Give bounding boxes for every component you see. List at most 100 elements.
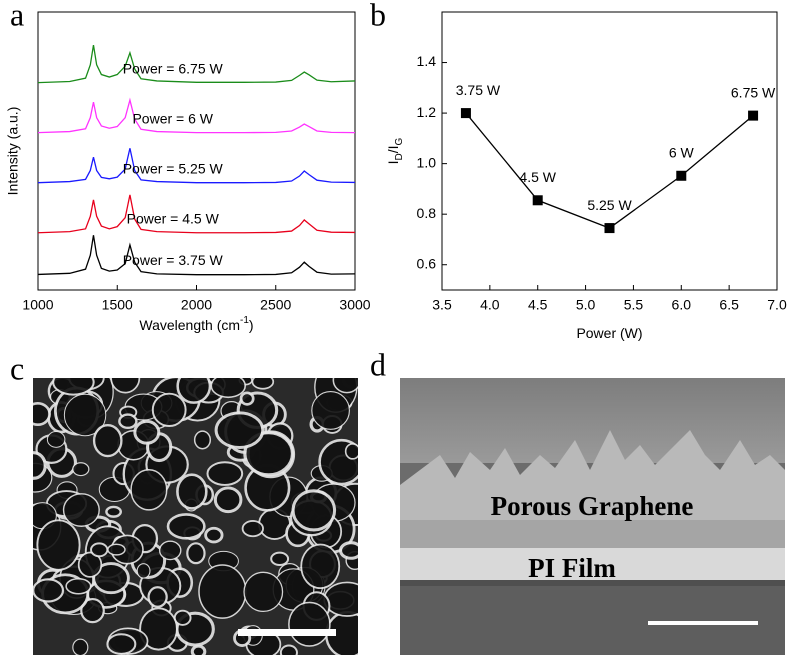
y-axis-label: Intensity (a.u.) (5, 107, 21, 196)
pore (107, 543, 126, 556)
x-tick-label: 5.5 (624, 297, 644, 313)
label-part: G (394, 137, 405, 145)
panel-label: a (10, 0, 24, 32)
pore (139, 607, 178, 651)
legend-entry: Power = 4.5 W (127, 210, 220, 226)
series-line (37, 148, 356, 184)
point (460, 108, 471, 119)
x-tick-label: 3.5 (432, 297, 452, 313)
label-part: /I (385, 145, 401, 153)
point (604, 223, 615, 234)
pore (291, 489, 337, 532)
pore (136, 563, 151, 579)
pore (332, 378, 358, 394)
label-part: D (394, 153, 405, 160)
pore (204, 526, 224, 544)
x-tick-label: 5.0 (576, 297, 596, 313)
pore (251, 378, 275, 390)
label-part: ) (249, 317, 254, 333)
point-label: 4.5 W (519, 169, 556, 185)
x-tick-label: 6.0 (672, 297, 692, 313)
series-line (37, 44, 356, 84)
pore (92, 562, 130, 595)
pore (92, 424, 123, 458)
y-tick-label: 0.8 (417, 205, 437, 221)
panel-label: d (370, 346, 386, 382)
x-tick-label: 1500 (102, 297, 133, 313)
x-tick-label: 6.5 (719, 297, 739, 313)
pore (52, 378, 95, 396)
series-line (37, 235, 356, 276)
label-part: -1 (240, 315, 249, 326)
series-line (37, 97, 356, 134)
pore (33, 451, 47, 480)
image-label: PI Film (528, 553, 616, 583)
plot-frame (37, 11, 356, 291)
pore (72, 638, 89, 655)
pore (239, 391, 255, 406)
pore (213, 486, 243, 514)
pore (311, 391, 350, 430)
x-tick-label: 4.0 (480, 297, 500, 313)
scale-bar (238, 629, 336, 636)
pore (338, 541, 358, 560)
plot-frame (441, 11, 778, 291)
series-line (37, 194, 356, 234)
pore (130, 469, 168, 511)
pore (80, 597, 105, 624)
x-axis-label: Wavelength (cm-1) (139, 315, 253, 333)
sem-image-c (33, 378, 358, 655)
legend-entry: Power = 6 W (132, 110, 213, 126)
pore (166, 513, 206, 540)
y-tick-label: 1.2 (417, 104, 437, 120)
pore (214, 411, 265, 449)
y-tick-label: 1.4 (417, 53, 437, 69)
pore (158, 540, 182, 561)
pore (65, 577, 92, 595)
point (532, 195, 543, 206)
pore (63, 393, 107, 437)
pore (270, 551, 290, 567)
x-tick-label: 4.5 (528, 297, 548, 313)
x-tick-label: 1000 (22, 297, 53, 313)
pore (33, 401, 51, 427)
panel-label: c (10, 350, 24, 386)
label-part: Power (W) (576, 325, 642, 341)
pore (176, 378, 212, 404)
pore (105, 505, 122, 518)
x-tick-label: 2500 (260, 297, 291, 313)
y-axis-label: ID/IG (385, 137, 405, 164)
pore (77, 551, 103, 578)
y-tick-label: 1.0 (417, 154, 437, 170)
pore (62, 493, 100, 527)
legend-entry: Power = 6.75 W (123, 60, 224, 76)
panel-label: b (370, 0, 386, 32)
x-axis-label: Power (W) (576, 325, 642, 341)
point-label: 6 W (669, 144, 695, 160)
pore (90, 542, 109, 558)
pore (133, 419, 161, 445)
label-part: I (385, 160, 401, 164)
pore (198, 564, 247, 619)
pore (46, 430, 66, 448)
label-part: Wavelength (cm (139, 317, 240, 333)
pore (300, 543, 341, 590)
pore (288, 601, 331, 647)
pore (241, 520, 264, 538)
pore (323, 581, 358, 617)
pore (210, 378, 246, 399)
pore (147, 586, 168, 608)
scale-bar (648, 621, 758, 625)
legend-entry: Power = 5.25 W (123, 160, 224, 176)
point-label: 3.75 W (456, 82, 501, 98)
pore (36, 519, 81, 571)
pore (279, 644, 298, 655)
point (748, 110, 759, 121)
pore (243, 571, 284, 613)
image-label: Porous Graphene (491, 491, 694, 521)
y-tick-label: 0.6 (417, 255, 437, 271)
point-label: 6.75 W (731, 84, 776, 100)
point-label: 5.25 W (587, 197, 632, 213)
pore (193, 430, 212, 450)
